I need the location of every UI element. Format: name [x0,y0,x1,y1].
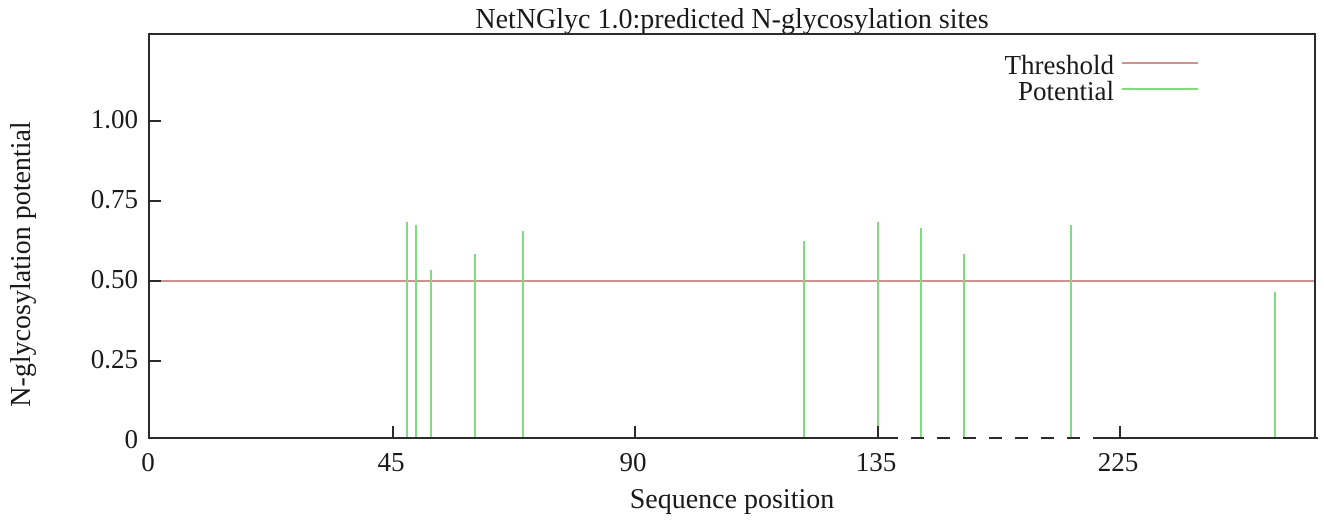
x-tick-label: 0 [141,447,155,477]
y-tick-mark [150,280,161,283]
potential-spike [1069,224,1072,437]
x-tick-mark [1119,426,1122,437]
y-tick-label: 0.50 [90,264,138,295]
y-tick-mark [150,360,161,363]
y-tick-label: 1.00 [90,104,138,135]
legend-item-potential: Potential [1018,77,1198,105]
y-tick-label: 0 [124,424,139,454]
y-tick-label: 0.25 [90,344,138,375]
x-tick-label: 90 [619,447,647,477]
potential-spike [474,253,477,437]
x-axis-solid-segment [1102,437,1318,439]
y-tick-mark [150,200,161,203]
x-axis-solid-segment [150,437,886,439]
x-tick-mark [391,426,394,437]
threshold-line [150,280,1314,283]
y-tick-mark [150,437,161,439]
legend-label: Potential [1018,76,1114,106]
potential-spike [877,221,879,437]
x-tick-label: 135 [855,447,897,477]
y-tick-mark [150,120,161,123]
x-tick-label: 45 [377,447,405,477]
x-tick-mark [877,426,879,437]
axis-break-dashed-segment [885,437,1103,439]
x-tick-label: 225 [1097,447,1139,477]
y-tick-label: 0.75 [90,184,138,215]
potential-spike [430,269,433,437]
potential-line-swatch [1122,88,1198,90]
x-axis-label: Sequence position [629,484,835,515]
plot-area: Threshold Potential [148,33,1318,439]
chart-title: NetNGlyc 1.0:predicted N-glycosylation s… [475,4,989,35]
potential-spike [1274,291,1277,437]
potential-spike [802,240,805,437]
potential-spike [919,228,922,437]
threshold-line-swatch [1122,62,1198,64]
potential-spike [405,221,408,437]
legend-label: Threshold [1004,50,1114,80]
potential-spike [521,231,524,437]
potential-spike [414,224,417,437]
y-axis-label: N-glycosylation potential [6,121,37,407]
x-tick-mark [633,426,636,437]
potential-spike [962,253,965,437]
legend-item-threshold: Threshold [1005,51,1198,79]
